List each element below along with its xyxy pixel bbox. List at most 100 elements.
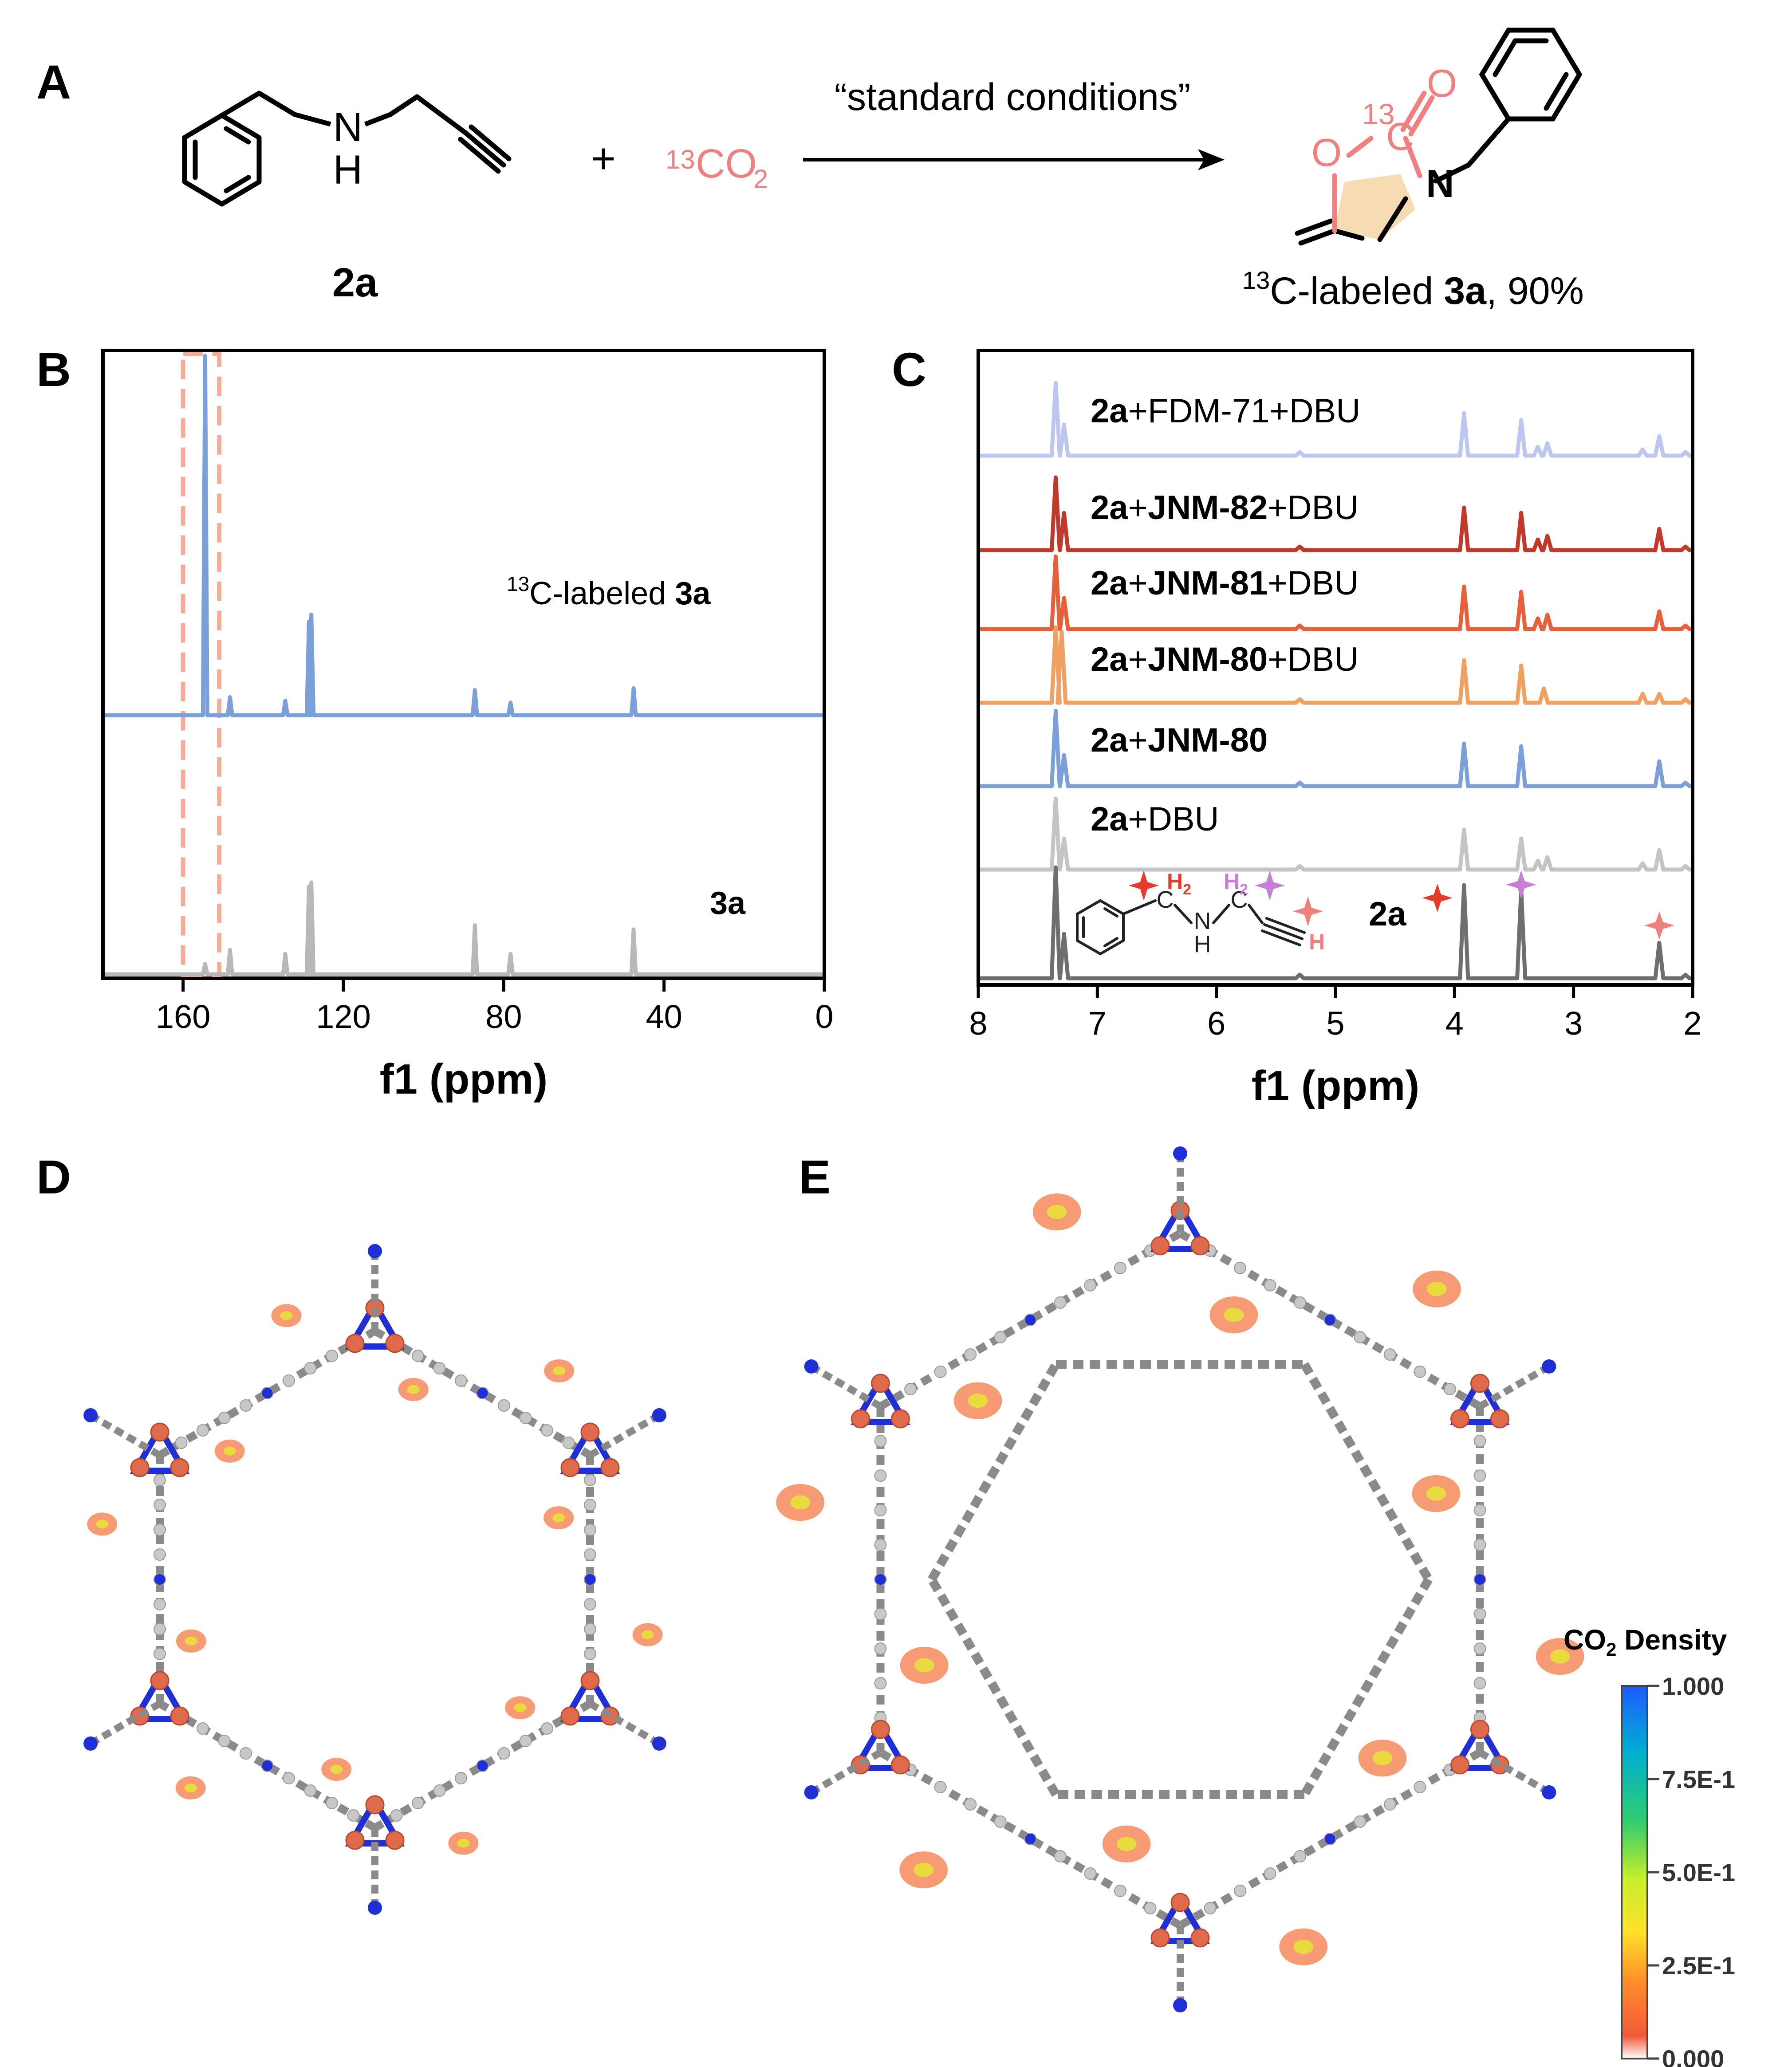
framework-atom <box>1473 1608 1486 1620</box>
terminal-atom <box>83 1736 98 1751</box>
framework-atom <box>1383 1348 1396 1361</box>
peak-star-marker <box>1422 884 1453 912</box>
node-atom <box>1490 1409 1509 1429</box>
framework-atom <box>874 1504 887 1516</box>
framework-atom <box>519 1735 532 1747</box>
linker-chain <box>878 1230 1182 1410</box>
legend-3a: 3a <box>710 886 746 921</box>
product-caption: 13C-labeled 3a, 90% <box>1242 266 1584 312</box>
node-atom <box>170 1458 189 1477</box>
series-label: 2a+JNM-80+DBU <box>1091 641 1359 678</box>
node-ring <box>1150 1201 1210 1252</box>
colorbar-ticks: 1.000 7.5E-1 5.0E-1 2.5E-1 0.000 <box>1647 1672 1735 2067</box>
terminal-atom <box>652 1408 666 1422</box>
colorbar-tick-label: 2.5E-1 <box>1662 1952 1735 1980</box>
x-tick-label: 4 <box>1445 1005 1464 1042</box>
terminal-atom <box>368 1901 382 1915</box>
plus-sign: + <box>591 135 616 182</box>
framework-atom <box>154 1573 166 1586</box>
peak-star-marker <box>1644 911 1674 940</box>
x-tick-label: 5 <box>1326 1005 1344 1042</box>
co2-density-core <box>407 1385 420 1394</box>
framework-atom <box>433 1784 446 1797</box>
co2-density-core <box>641 1630 654 1639</box>
node-ring <box>1450 1374 1510 1425</box>
node-atom <box>1470 1720 1489 1739</box>
framework-atom <box>154 1648 166 1660</box>
spectrum-line <box>105 880 823 976</box>
framework-atom <box>994 1331 1007 1343</box>
co2-density-map-large-pore <box>776 1146 1584 2012</box>
node-atom <box>345 1334 365 1353</box>
framework-atom <box>1024 1833 1037 1845</box>
framework-atom <box>1473 1539 1486 1551</box>
node-atom <box>130 1458 150 1477</box>
product-13-label: 13 <box>1362 98 1394 130</box>
co2-density-core <box>1116 1837 1137 1851</box>
node-ring <box>345 1298 405 1350</box>
node-atom <box>1470 1374 1489 1393</box>
framework-atom <box>1294 1850 1307 1862</box>
nmr-13c-chart: 13C-labeled 3a 3a 160 120 80 40 0 f1 (ppm) <box>101 349 834 1103</box>
node-atom <box>891 1409 910 1429</box>
series-label: 2a <box>1369 895 1406 933</box>
framework-atom <box>261 1387 274 1399</box>
framework-atom <box>304 1362 317 1374</box>
terminal-atom <box>83 1408 98 1422</box>
framework-atom <box>1473 1504 1486 1516</box>
node-atom <box>1450 1755 1469 1775</box>
framework-atom <box>1473 1573 1486 1586</box>
x-tick-label: 40 <box>646 998 682 1035</box>
x-tick-label: 2 <box>1683 1005 1701 1042</box>
framework-atom <box>476 1760 489 1772</box>
framework-atom <box>1473 1677 1486 1689</box>
framework-atom <box>1084 1279 1097 1291</box>
terminal-atom <box>1542 1785 1556 1799</box>
node-atom <box>1190 1928 1210 1948</box>
framework-atom <box>904 1383 917 1395</box>
framework-atom <box>497 1399 510 1412</box>
reactant-label: 2a <box>332 260 378 305</box>
node-atom <box>891 1755 910 1775</box>
co2-density-core <box>968 1394 988 1408</box>
framework-atom <box>519 1412 532 1424</box>
node-ring <box>130 1671 190 1722</box>
colorbar-tick-label: 0.000 <box>1662 2045 1724 2067</box>
framework-atom <box>1294 1296 1307 1309</box>
series-label: 2a+DBU <box>1091 800 1219 838</box>
product-c-label: C <box>1386 114 1414 158</box>
framework-atom <box>583 1474 596 1486</box>
co2-density-core <box>185 1636 197 1646</box>
co2-density-core <box>914 1862 934 1877</box>
spectrum-line <box>980 625 1692 705</box>
co2-density-core <box>1224 1307 1244 1322</box>
colorbar-title: CO2 Density <box>1564 1624 1727 1660</box>
framework-atom <box>1443 1383 1456 1395</box>
framework-atom <box>583 1573 596 1586</box>
framework-atom <box>1054 1296 1067 1309</box>
node-arm <box>1478 1749 1551 1795</box>
spectrum-line <box>980 709 1692 788</box>
node-arm <box>809 1749 882 1795</box>
node-arm <box>588 1701 661 1747</box>
legend-labeled-3a: 13C-labeled 3a <box>507 572 711 611</box>
series-label: 2a+FDM-71+DBU <box>1091 392 1360 430</box>
inner-linker-chain <box>1300 1577 1433 1797</box>
product-n-label: N <box>1426 161 1454 205</box>
linker-chain <box>1178 1230 1482 1410</box>
framework-atom <box>874 1539 887 1551</box>
product-o-carbonyl: O <box>1427 61 1457 105</box>
inner-linker-chain <box>928 1577 1060 1797</box>
framework-atom <box>1414 1781 1426 1793</box>
framework-atom <box>1204 1902 1217 1914</box>
terminal-atom <box>1173 1998 1187 2012</box>
co2-density-core <box>1426 1486 1446 1501</box>
node-atom <box>170 1706 189 1726</box>
framework-atom <box>1473 1469 1486 1482</box>
reaction-condition: “standard conditions” <box>834 76 1190 118</box>
inset-n: N <box>1194 908 1211 934</box>
spectrum-line <box>980 796 1692 872</box>
co2-density-core <box>1047 1205 1067 1219</box>
spectrum-line <box>105 354 823 717</box>
